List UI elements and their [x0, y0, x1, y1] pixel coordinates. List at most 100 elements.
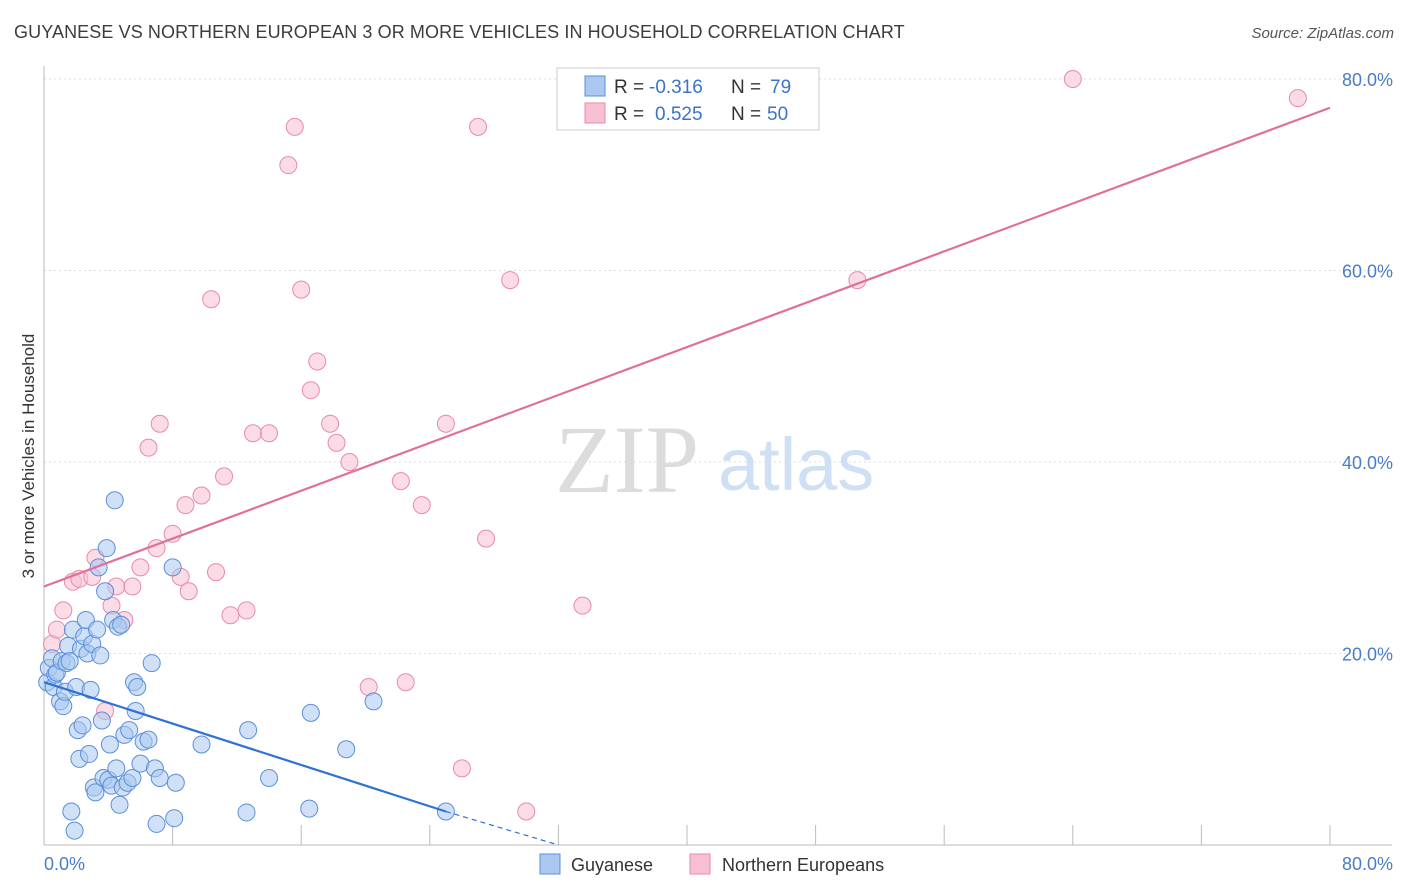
northern-europeans-point-40 — [452, 759, 471, 778]
northern-europeans-point-17 — [176, 496, 195, 515]
northern-europeans-point-28 — [285, 117, 304, 136]
y-tick-label-80: 80.0% — [1342, 70, 1393, 90]
guyanese-point-13 — [62, 802, 81, 821]
northern-europeans-point-25 — [243, 424, 262, 443]
guyanese-point-15 — [65, 821, 84, 840]
northern-europeans-point-26 — [260, 424, 279, 443]
guyanese-trend-extension — [445, 810, 559, 846]
northern-europeans-point-12 — [139, 438, 158, 457]
source-label: Source: ZipAtlas.com — [1251, 25, 1394, 42]
northern-europeans-points — [43, 70, 1307, 821]
guyanese-point-56 — [142, 654, 161, 673]
northern-europeans-point-24 — [237, 601, 256, 620]
guyanese-point-49 — [123, 768, 142, 787]
tick-labels: 20.0% 40.0% 60.0% 80.0% 0.0% 80.0% — [44, 70, 1393, 874]
northern-europeans-point-2 — [54, 601, 73, 620]
guyanese-point-24 — [80, 745, 99, 764]
northern-europeans-point-30 — [301, 381, 320, 400]
guyanese-point-65 — [239, 721, 258, 740]
guyanese-point-58 — [147, 814, 166, 833]
northern-europeans-point-14 — [150, 414, 169, 433]
legend-n-value-2: 50 — [767, 104, 788, 125]
watermark-atlas: atlas — [718, 423, 874, 506]
axes — [43, 66, 1392, 846]
guyanese-point-31 — [91, 646, 110, 665]
guyanese-point-12 — [60, 652, 79, 671]
guyanese-point-34 — [96, 582, 115, 601]
watermark: ZIP atlas — [555, 406, 874, 513]
northern-europeans-point-36 — [391, 472, 410, 491]
guyanese-point-68 — [301, 703, 320, 722]
x-tick-label-max: 80.0% — [1342, 854, 1393, 874]
guyanese-point-41 — [107, 759, 126, 778]
northern-europeans-point-37 — [396, 673, 415, 692]
guyanese-point-52 — [128, 678, 147, 697]
guyanese-point-25 — [81, 680, 100, 699]
northern-europeans-point-1 — [47, 620, 66, 639]
guyanese-point-69 — [337, 740, 356, 759]
legend-n-label-2: N = — [731, 104, 761, 125]
guyanese-points — [38, 491, 455, 840]
legend-n-value-1: 79 — [770, 77, 791, 98]
northern-europeans-point-46 — [1063, 70, 1082, 88]
trend-lines — [43, 106, 1331, 846]
legend-r-value-1: -0.316 — [649, 77, 703, 98]
guyanese-point-43 — [110, 795, 129, 814]
northern-europeans-point-29 — [292, 280, 311, 299]
northern-europeans-point-42 — [501, 271, 520, 290]
guyanese-point-60 — [163, 558, 182, 577]
chart-title: GUYANESE VS NORTHERN EUROPEAN 3 OR MORE … — [14, 22, 905, 42]
guyanese-point-64 — [237, 803, 256, 822]
grid-lines — [44, 78, 1392, 654]
northern-europeans-point-33 — [327, 433, 346, 452]
northern-europeans-point-43 — [517, 802, 536, 821]
northern-europeans-point-20 — [202, 290, 221, 309]
northern-europeans-point-48 — [477, 529, 496, 548]
northern-europeans-point-10 — [123, 577, 142, 596]
guyanese-point-32 — [92, 711, 111, 730]
correlation-legend: R = -0.316 N = 79 R = 0.525 N = 50 — [556, 67, 820, 131]
bottom-legend-label-northern-europeans: Northern Europeans — [722, 855, 884, 875]
watermark-zip: ZIP — [555, 406, 699, 513]
guyanese-point-55 — [139, 730, 158, 749]
guyanese-point-35 — [97, 539, 116, 558]
guyanese-point-70 — [364, 692, 383, 711]
northern-europeans-point-34 — [340, 453, 359, 471]
guyanese-point-37 — [100, 735, 119, 754]
northern-europeans-point-41 — [469, 117, 488, 136]
guyanese-point-48 — [120, 721, 139, 740]
bottom-legend-swatch-northern-europeans — [689, 853, 711, 875]
northern-europeans-point-39 — [436, 414, 455, 433]
northern-europeans-point-27 — [279, 156, 298, 175]
y-tick-label-20: 20.0% — [1342, 645, 1393, 665]
northern-europeans-trend-line — [43, 106, 1331, 588]
guyanese-point-20 — [73, 716, 92, 735]
y-tick-label-40: 40.0% — [1342, 453, 1393, 473]
guyanese-point-29 — [88, 620, 107, 639]
northern-europeans-point-22 — [215, 467, 234, 486]
legend-swatch-northern-europeans — [584, 102, 606, 124]
northern-europeans-point-18 — [179, 582, 198, 601]
bottom-legend-label-guyanese: Guyanese — [571, 855, 653, 875]
northern-europeans-point-19 — [192, 486, 211, 505]
legend-n-label-1: N = — [731, 77, 761, 98]
guyanese-point-30 — [89, 558, 108, 577]
northern-europeans-point-31 — [308, 352, 327, 371]
northern-europeans-point-47 — [1288, 89, 1307, 108]
northern-europeans-point-11 — [131, 558, 150, 577]
northern-europeans-point-38 — [412, 496, 431, 515]
legend-r-label-2: R = — [614, 104, 644, 125]
y-tick-label-60: 60.0% — [1342, 262, 1393, 282]
guyanese-point-44 — [112, 615, 131, 634]
guyanese-point-63 — [192, 735, 211, 754]
northern-europeans-point-32 — [321, 414, 340, 433]
x-tick-label-min: 0.0% — [44, 854, 85, 874]
legend-r-label-1: R = — [614, 77, 644, 98]
northern-europeans-point-23 — [221, 606, 240, 625]
guyanese-point-40 — [105, 491, 124, 510]
series-legend: Guyanese Northern Europeans — [539, 853, 884, 875]
guyanese-point-61 — [165, 809, 184, 828]
northern-europeans-point-21 — [207, 563, 226, 582]
guyanese-point-67 — [300, 799, 319, 818]
